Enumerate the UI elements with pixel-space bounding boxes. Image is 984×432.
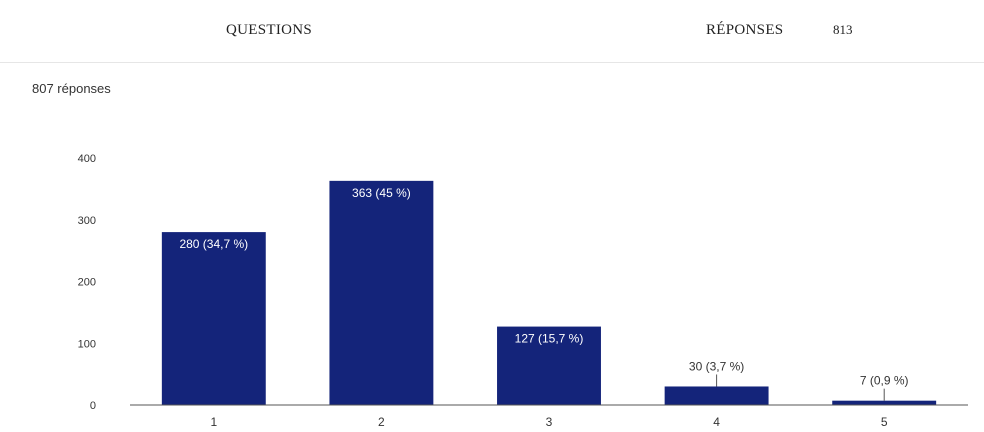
- y-tick-label: 200: [78, 277, 96, 289]
- bar-1: [161, 232, 266, 405]
- bar-5: [832, 400, 937, 405]
- data-label: 7 (0,9 %): [860, 374, 909, 388]
- x-axis-categories: 1 2 3 4 5: [210, 415, 887, 429]
- x-category-label: 1: [210, 415, 217, 429]
- x-category-label: 3: [546, 415, 553, 429]
- y-tick-label: 0: [90, 400, 96, 412]
- bar-3: [497, 326, 601, 405]
- y-tick-label: 100: [78, 338, 96, 350]
- x-category-label: 4: [713, 415, 720, 429]
- data-label: 363 (45 %): [352, 186, 411, 200]
- bars: [161, 180, 937, 405]
- bar-2: [329, 180, 434, 405]
- x-category-label: 5: [881, 415, 888, 429]
- bar-4: [664, 386, 769, 405]
- data-label: 127 (15,7 %): [515, 332, 584, 346]
- header: QUESTIONS RÉPONSES 813: [0, 0, 984, 63]
- tab-questions[interactable]: QUESTIONS: [226, 22, 313, 38]
- x-category-label: 2: [378, 415, 385, 429]
- y-tick-label: 300: [78, 215, 96, 227]
- y-axis-ticks: 0 100 200 300 400: [78, 153, 96, 412]
- tab-responses[interactable]: RÉPONSES: [706, 22, 784, 38]
- responses-count-badge: 813: [833, 22, 853, 37]
- data-label: 30 (3,7 %): [689, 359, 744, 373]
- data-label: 280 (34,7 %): [179, 237, 248, 251]
- y-tick-label: 400: [78, 153, 96, 165]
- data-labels: 280 (34,7 %) 363 (45 %) 127 (15,7 %) 30 (3,…: [179, 186, 909, 401]
- response-summary: 807 réponses: [32, 81, 111, 96]
